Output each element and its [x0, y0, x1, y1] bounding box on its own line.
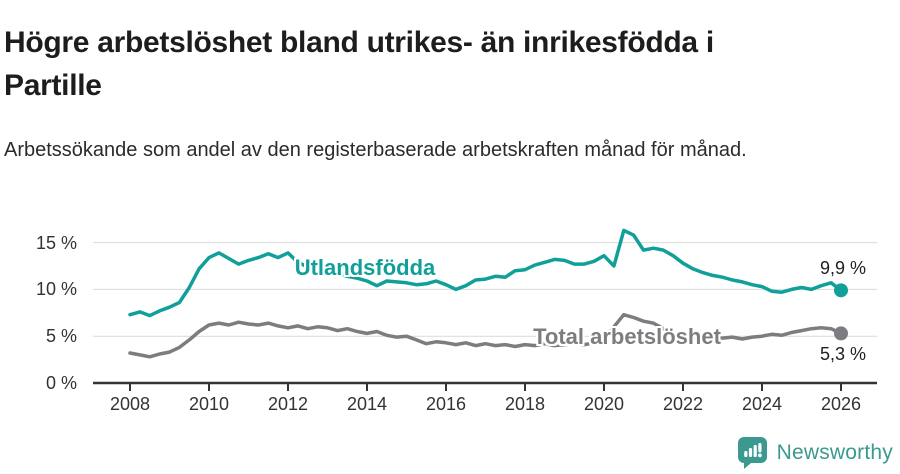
newsworthy-logo-icon — [737, 437, 767, 469]
series-end-dot-0 — [834, 283, 848, 298]
page-title: Högre arbetslöshet bland utrikes- än inr… — [4, 26, 714, 103]
x-tick-label: 2014 — [346, 394, 388, 414]
series-end-dot-1 — [834, 326, 848, 341]
x-tick-label: 2012 — [267, 394, 309, 414]
y-tick-label: 0 % — [45, 373, 77, 393]
newsworthy-logo: Newsworthy — [737, 436, 893, 469]
y-tick-label: 15 % — [35, 232, 77, 253]
end-value-label-total-arbetsloshet: 5,3 % — [819, 344, 866, 364]
x-tick-label: 2022 — [662, 394, 704, 414]
x-tick-label: 2026 — [820, 394, 862, 414]
x-tick-label: 2008 — [109, 394, 151, 414]
y-tick-label: 5 % — [45, 326, 77, 347]
x-tick-label: 2016 — [425, 394, 467, 414]
end-value-label-utlandsfodda: 9,9 % — [819, 258, 866, 278]
series-label-total-arbetsloshet: Total arbetslöshet — [533, 324, 721, 349]
chart-subtitle: Arbetssökande som andel av den registerb… — [4, 139, 747, 161]
x-tick-label: 2024 — [741, 394, 783, 414]
series-line-1 — [128, 312, 843, 359]
x-tick-label: 2020 — [583, 394, 625, 414]
series-label-utlandsfodda: Utlandsfödda — [294, 255, 436, 280]
y-tick-label: 10 % — [35, 279, 77, 300]
x-tick-label: 2010 — [188, 394, 230, 414]
x-tick-label: 2018 — [504, 394, 546, 414]
series-line-0 — [128, 228, 843, 318]
newsworthy-logo-text: Newsworthy — [776, 440, 893, 464]
